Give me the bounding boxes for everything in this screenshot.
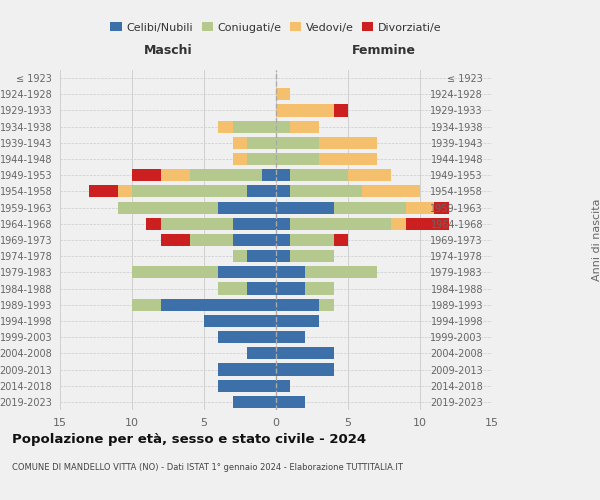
Bar [132, 169, 161, 181]
Bar [190, 234, 233, 246]
Bar [161, 218, 233, 230]
Bar [434, 202, 449, 213]
Bar [276, 120, 290, 132]
Bar [161, 234, 190, 246]
Bar [391, 218, 406, 230]
Bar [276, 364, 334, 376]
Text: COMUNE DI MANDELLO VITTA (NO) - Dati ISTAT 1° gennaio 2024 - Elaborazione TUTTIT: COMUNE DI MANDELLO VITTA (NO) - Dati IST… [12, 463, 403, 472]
Bar [290, 218, 391, 230]
Bar [276, 202, 334, 213]
Text: Anni di nascita: Anni di nascita [592, 198, 600, 281]
Bar [233, 120, 276, 132]
Bar [276, 250, 290, 262]
Bar [161, 169, 190, 181]
Bar [276, 282, 305, 294]
Bar [218, 202, 276, 213]
Bar [161, 298, 276, 311]
Bar [118, 186, 132, 198]
Bar [348, 169, 391, 181]
Bar [146, 218, 161, 230]
Bar [276, 186, 290, 198]
Bar [233, 153, 247, 165]
Bar [290, 186, 362, 198]
Bar [276, 234, 290, 246]
Text: Maschi: Maschi [143, 44, 193, 58]
Bar [334, 202, 406, 213]
Bar [233, 218, 276, 230]
Text: Popolazione per età, sesso e stato civile - 2024: Popolazione per età, sesso e stato civil… [12, 432, 366, 446]
Bar [334, 104, 348, 117]
Bar [276, 396, 305, 408]
Bar [276, 315, 319, 327]
Bar [190, 169, 262, 181]
Legend: Celibi/Nubili, Coniugati/e, Vedovi/e, Divorziati/e: Celibi/Nubili, Coniugati/e, Vedovi/e, Di… [106, 18, 446, 37]
Bar [132, 266, 218, 278]
Bar [247, 282, 276, 294]
Bar [362, 186, 420, 198]
Bar [276, 331, 305, 343]
Bar [276, 104, 334, 117]
Bar [218, 120, 233, 132]
Bar [89, 186, 118, 198]
Bar [218, 380, 276, 392]
Bar [233, 396, 276, 408]
Bar [319, 137, 377, 149]
Bar [276, 298, 319, 311]
Bar [406, 202, 434, 213]
Bar [247, 250, 276, 262]
Bar [247, 137, 276, 149]
Bar [247, 186, 276, 198]
Bar [276, 218, 290, 230]
Bar [247, 348, 276, 360]
Bar [132, 298, 161, 311]
Text: Femmine: Femmine [352, 44, 416, 58]
Bar [334, 234, 348, 246]
Bar [247, 153, 276, 165]
Bar [319, 153, 377, 165]
Bar [305, 282, 334, 294]
Bar [276, 380, 290, 392]
Bar [290, 250, 334, 262]
Bar [276, 88, 290, 101]
Bar [276, 266, 305, 278]
Bar [406, 218, 449, 230]
Bar [290, 120, 319, 132]
Bar [276, 137, 319, 149]
Bar [118, 202, 218, 213]
Bar [218, 282, 247, 294]
Bar [262, 169, 276, 181]
Bar [319, 298, 334, 311]
Bar [218, 331, 276, 343]
Bar [132, 186, 247, 198]
Bar [276, 169, 290, 181]
Bar [233, 250, 247, 262]
Bar [276, 348, 334, 360]
Bar [276, 153, 319, 165]
Bar [305, 266, 377, 278]
Bar [233, 234, 276, 246]
Bar [290, 234, 334, 246]
Bar [233, 137, 247, 149]
Bar [218, 266, 276, 278]
Bar [290, 169, 348, 181]
Bar [218, 364, 276, 376]
Bar [204, 315, 276, 327]
